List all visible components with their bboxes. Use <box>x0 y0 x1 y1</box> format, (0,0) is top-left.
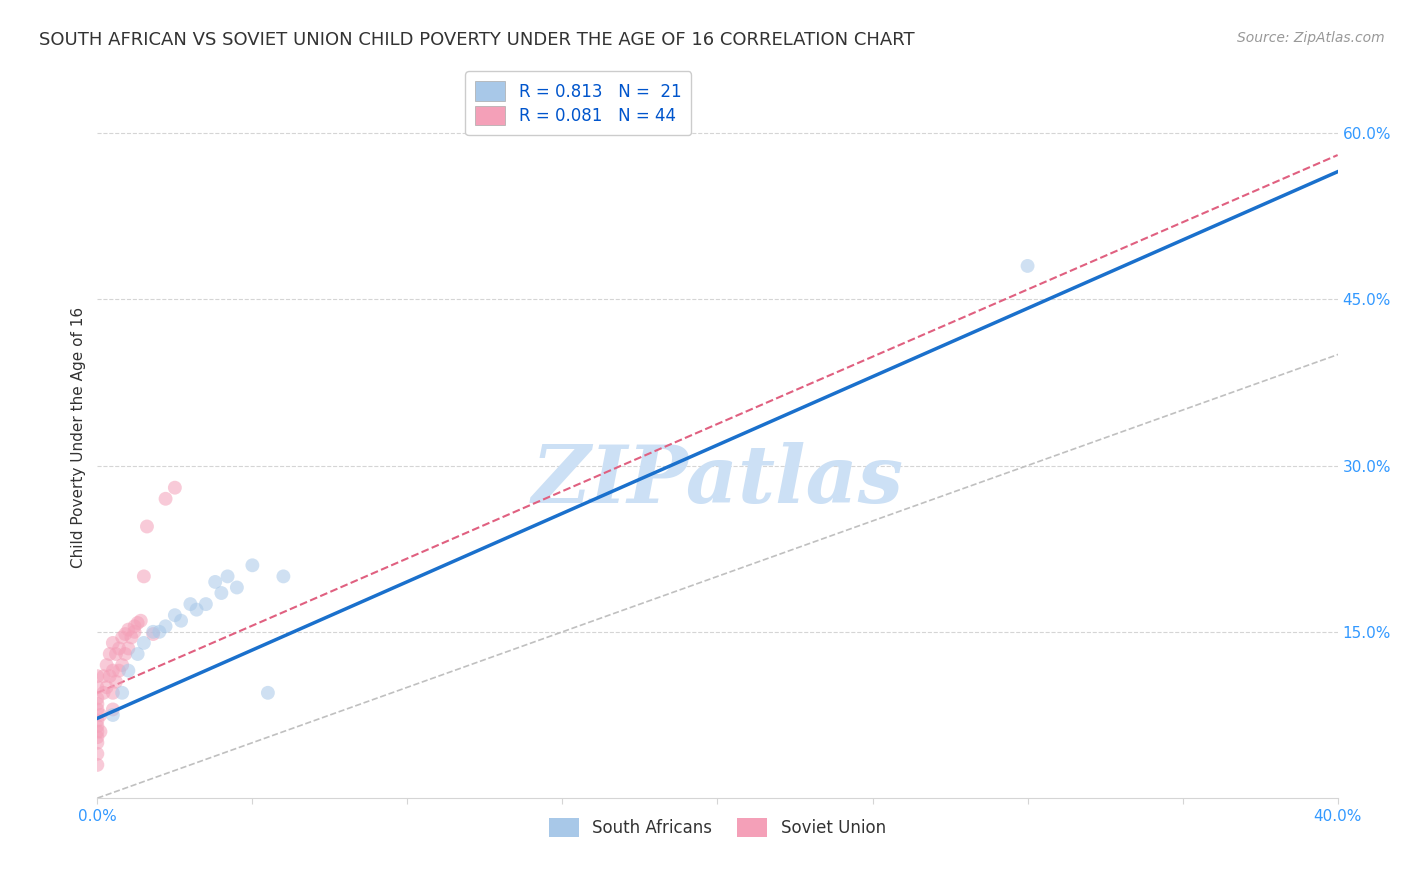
Point <box>108 641 131 656</box>
Point <box>124 624 146 639</box>
Point <box>117 664 139 678</box>
Point <box>136 519 159 533</box>
Point <box>98 669 121 683</box>
Point <box>104 647 127 661</box>
Point <box>204 574 226 589</box>
Point <box>111 686 134 700</box>
Text: SOUTH AFRICAN VS SOVIET UNION CHILD POVERTY UNDER THE AGE OF 16 CORRELATION CHAR: SOUTH AFRICAN VS SOVIET UNION CHILD POVE… <box>39 31 915 49</box>
Point <box>86 702 108 716</box>
Point <box>142 627 165 641</box>
Point <box>129 614 152 628</box>
Point <box>117 623 139 637</box>
Point <box>163 481 186 495</box>
Point <box>89 724 111 739</box>
Point <box>86 757 108 772</box>
Y-axis label: Child Poverty Under the Age of 16: Child Poverty Under the Age of 16 <box>72 307 86 568</box>
Point <box>86 714 108 728</box>
Point <box>86 747 108 761</box>
Point <box>86 730 108 744</box>
Point <box>101 708 124 723</box>
Point <box>1017 259 1039 273</box>
Point <box>101 702 124 716</box>
Point <box>179 597 201 611</box>
Point <box>127 647 149 661</box>
Point <box>86 719 108 733</box>
Point <box>257 686 280 700</box>
Point <box>93 669 115 683</box>
Point <box>209 586 232 600</box>
Point <box>273 569 295 583</box>
Point <box>163 608 186 623</box>
Point <box>186 602 208 616</box>
Point <box>120 631 142 645</box>
Point <box>96 680 118 694</box>
Point <box>132 636 155 650</box>
Point <box>127 615 149 630</box>
Legend: South Africans, Soviet Union: South Africans, Soviet Union <box>543 812 893 844</box>
Point <box>242 558 264 573</box>
Point <box>98 647 121 661</box>
Point <box>86 669 108 683</box>
Point <box>89 708 111 723</box>
Text: ZIPatlas: ZIPatlas <box>531 442 904 520</box>
Point <box>194 597 217 611</box>
Point <box>86 724 108 739</box>
Point <box>104 674 127 689</box>
Point <box>86 680 108 694</box>
Point <box>170 614 193 628</box>
Point <box>111 631 134 645</box>
Point <box>101 686 124 700</box>
Point <box>86 736 108 750</box>
Text: Source: ZipAtlas.com: Source: ZipAtlas.com <box>1237 31 1385 45</box>
Point <box>111 658 134 673</box>
Point <box>225 581 247 595</box>
Point <box>101 664 124 678</box>
Point <box>93 686 115 700</box>
Point <box>101 636 124 650</box>
Point <box>155 619 177 633</box>
Point <box>148 624 170 639</box>
Point <box>108 664 131 678</box>
Point <box>155 491 177 506</box>
Point <box>96 658 118 673</box>
Point <box>124 619 146 633</box>
Point <box>117 641 139 656</box>
Point <box>132 569 155 583</box>
Point <box>86 697 108 711</box>
Point <box>86 691 108 706</box>
Point <box>217 569 239 583</box>
Point <box>114 627 136 641</box>
Point <box>114 647 136 661</box>
Point <box>142 624 165 639</box>
